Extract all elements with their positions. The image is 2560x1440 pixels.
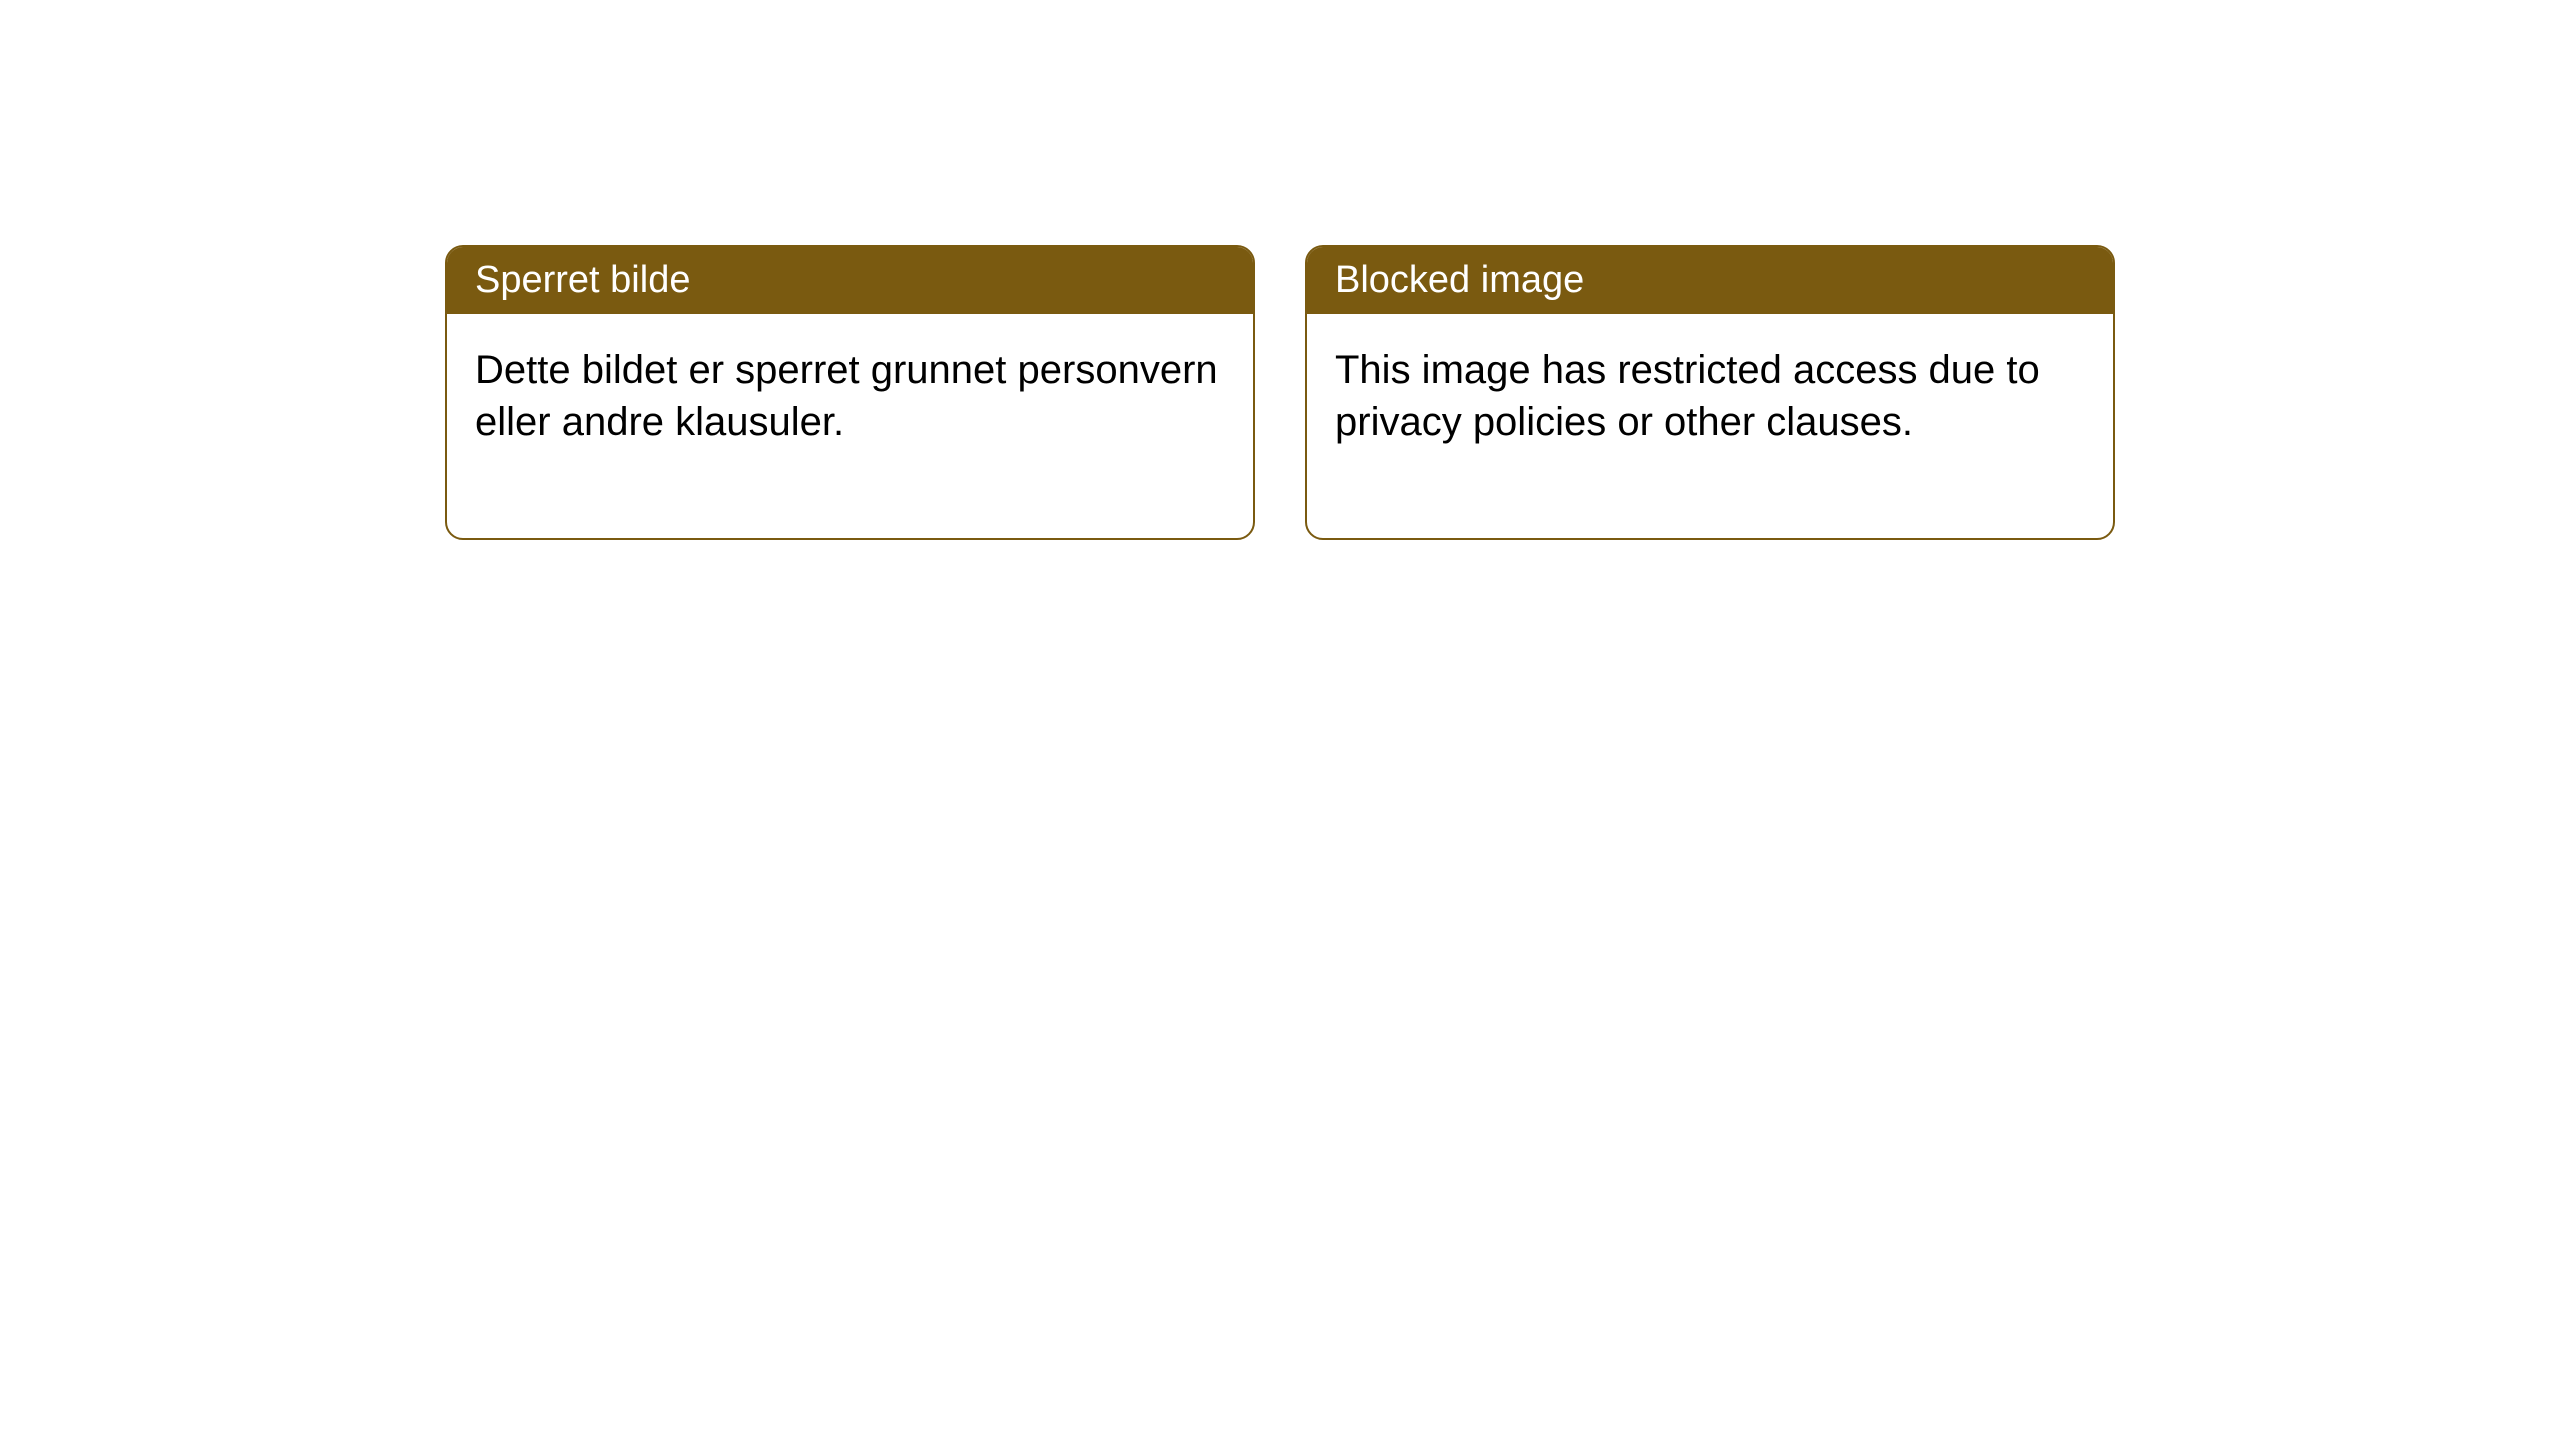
notice-header: Sperret bilde [447, 247, 1253, 314]
notice-card-norwegian: Sperret bilde Dette bildet er sperret gr… [445, 245, 1255, 540]
notice-body: This image has restricted access due to … [1307, 314, 2113, 538]
notice-header: Blocked image [1307, 247, 2113, 314]
notice-container: Sperret bilde Dette bildet er sperret gr… [0, 0, 2560, 540]
notice-message: Dette bildet er sperret grunnet personve… [475, 348, 1218, 444]
notice-card-english: Blocked image This image has restricted … [1305, 245, 2115, 540]
notice-message: This image has restricted access due to … [1335, 348, 2040, 444]
notice-body: Dette bildet er sperret grunnet personve… [447, 314, 1253, 538]
notice-title: Blocked image [1335, 259, 1584, 301]
notice-title: Sperret bilde [475, 259, 690, 301]
